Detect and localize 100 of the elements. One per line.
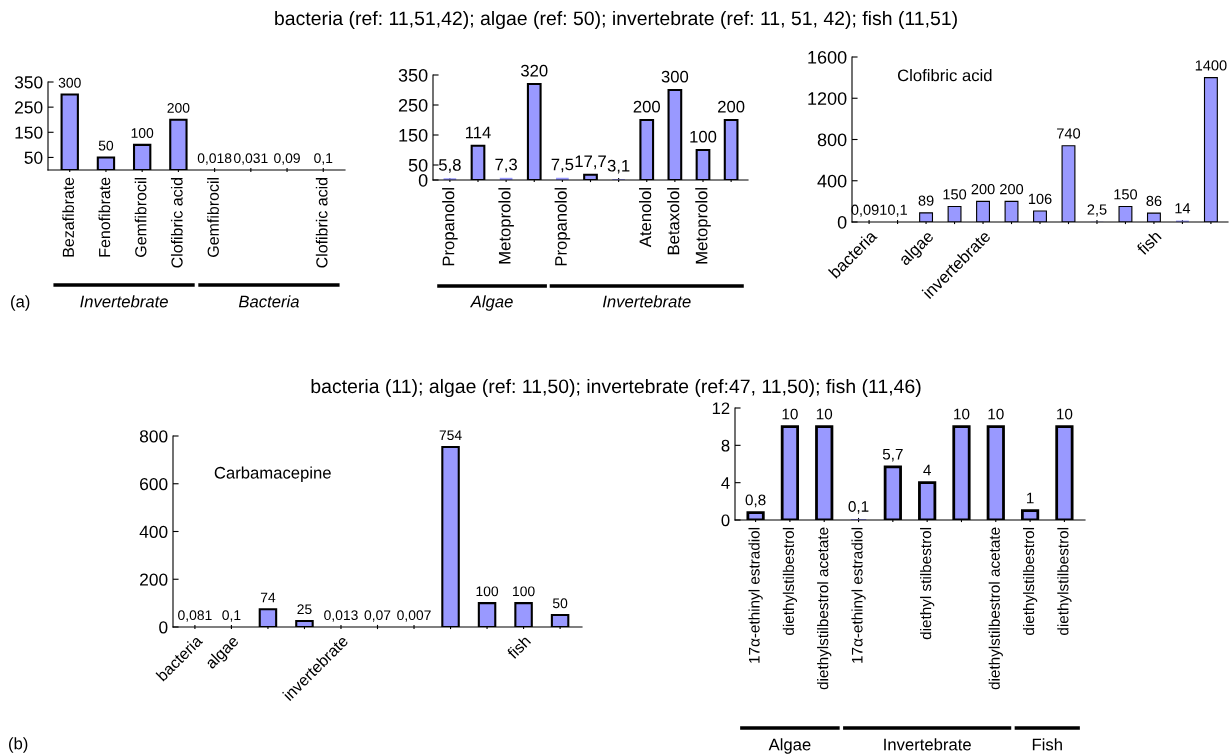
data-label: 100 — [690, 130, 717, 143]
x-tick-label: diethylstilbestrol acetate — [817, 527, 832, 690]
data-label: 200 — [167, 102, 190, 113]
data-label: 4 — [923, 464, 931, 476]
x-tick-label: fish — [506, 634, 532, 660]
data-label: 1 — [1027, 492, 1034, 504]
x-tick-label: diethyl stilbestrol — [920, 527, 935, 640]
data-label: 2,5 — [1087, 204, 1107, 217]
y-tick-label: 50 — [24, 151, 43, 164]
data-label: 114 — [465, 126, 491, 139]
data-label: 7,5 — [551, 158, 574, 173]
data-label: 10 — [782, 408, 798, 420]
data-label: 7,3 — [495, 158, 517, 173]
y-tick-label: 0 — [159, 621, 168, 634]
data-label: 0,8 — [745, 494, 766, 508]
data-label: 150 — [943, 189, 967, 200]
x-tick-label: Gemfibrocil — [134, 178, 147, 257]
text: Bacteria — [238, 295, 299, 308]
y-tick-label: 400 — [817, 174, 847, 188]
data-label: 300 — [58, 77, 81, 88]
y-tick-label: 12 — [712, 402, 730, 415]
text: (a) — [11, 295, 30, 311]
x-tick-label: 17α-ethinyl estradiol — [748, 527, 763, 663]
y-tick-label: 250 — [15, 101, 43, 114]
x-tick-label: Metoprolol — [695, 188, 711, 264]
data-label: 106 — [1028, 193, 1052, 205]
y-tick-label: 350 — [398, 68, 428, 82]
chart-title: bacteria (ref: 11,51,42); algae (ref: 50); invertebrate (ref: 11, 51, 42); fish (11,51) — [275, 10, 957, 30]
data-label: 50 — [98, 140, 114, 151]
data-label: 100 — [476, 586, 499, 597]
data-label: 5,7 — [882, 448, 903, 462]
x-tick-label: Propanolol — [442, 188, 458, 266]
data-label: 10 — [988, 408, 1004, 420]
data-label: 5,8 — [438, 159, 461, 173]
y-tick-label: 350 — [14, 76, 43, 89]
text: (b) — [9, 737, 28, 753]
x-tick-label: fish — [1135, 229, 1162, 256]
y-tick-label: 250 — [398, 98, 428, 112]
data-label: 10 — [1057, 408, 1073, 420]
x-tick-label: Betaxolol — [667, 188, 680, 255]
x-tick-label: diethylstilbestrol — [1057, 527, 1072, 635]
data-label: 0,1 — [888, 204, 907, 217]
data-label: 0,031 — [234, 153, 268, 165]
data-label: 74 — [260, 592, 276, 603]
data-label: 25 — [297, 604, 312, 615]
text: Invertebrate — [602, 295, 691, 308]
x-tick-label: diethylstilbestrol — [1022, 527, 1038, 635]
x-tick-label: Atenolol — [638, 188, 652, 248]
data-label: 740 — [1057, 128, 1081, 139]
data-label: 100 — [513, 586, 535, 597]
data-label: 100 — [131, 128, 154, 138]
text: Algae — [469, 295, 513, 311]
data-label: 754 — [439, 430, 462, 441]
data-label: 0,081 — [178, 610, 212, 622]
data-label: 10 — [954, 408, 970, 420]
data-label: 86 — [1146, 195, 1162, 207]
text: Invertebrate — [884, 738, 971, 751]
data-label: 1400 — [1195, 60, 1227, 71]
data-label: 50 — [552, 598, 568, 609]
text: Algae — [768, 738, 811, 754]
data-label: 0,1 — [848, 501, 869, 514]
y-tick-label: 1200 — [808, 92, 847, 105]
data-label: 17,7 — [575, 155, 606, 170]
chart-title: bacteria (11); algae (ref: 11,50); invertebrate (ref:47, 11,50); fish (11,46) — [311, 378, 921, 398]
data-label: 0,09 — [274, 153, 300, 165]
annotation: Clofibric acid — [897, 69, 992, 82]
y-tick-label: 1600 — [808, 50, 847, 64]
y-tick-label: 4 — [721, 477, 730, 489]
data-label: 200 — [971, 184, 995, 195]
data-label: 0,018 — [197, 153, 232, 165]
y-tick-label: 0 — [721, 514, 730, 527]
data-label: 300 — [661, 70, 689, 83]
data-label: 0,013 — [324, 610, 358, 622]
data-label: 150 — [1114, 189, 1138, 200]
data-label: 320 — [520, 64, 548, 77]
annotation: Carbamacepine — [214, 466, 331, 482]
x-tick-label: Clofibric acid — [170, 177, 183, 268]
text: Fish — [1032, 738, 1062, 751]
y-tick-label: 800 — [139, 430, 168, 443]
x-tick-label: diethylstilbestrol — [782, 527, 798, 635]
data-label: 0,1 — [222, 610, 241, 622]
data-label: 0,07 — [364, 610, 391, 622]
x-tick-label: diethylstilbestrol acetate — [988, 527, 1003, 690]
y-tick-label: 0 — [418, 173, 428, 187]
x-tick-label: Gemfibrocil — [207, 178, 219, 257]
y-tick-label: 150 — [15, 126, 43, 139]
data-label: 0,1 — [314, 153, 333, 165]
y-tick-label: 600 — [140, 477, 168, 491]
data-label: 200 — [633, 100, 660, 113]
y-tick-label: 0 — [837, 215, 847, 229]
x-tick-label: Propanolol — [554, 188, 571, 266]
x-tick-label: Fenofibrate — [98, 177, 111, 257]
x-tick-label: 17α-ethinyl estradiol — [851, 527, 866, 663]
y-tick-label: 400 — [139, 525, 168, 538]
y-tick-label: 800 — [817, 133, 847, 147]
data-label: 3,1 — [607, 159, 630, 174]
x-tick-label: Bezafibrate — [62, 177, 75, 257]
x-tick-label: Clofibric acid — [315, 177, 328, 268]
data-label: 14 — [1175, 203, 1191, 214]
y-tick-label: 8 — [721, 439, 730, 452]
